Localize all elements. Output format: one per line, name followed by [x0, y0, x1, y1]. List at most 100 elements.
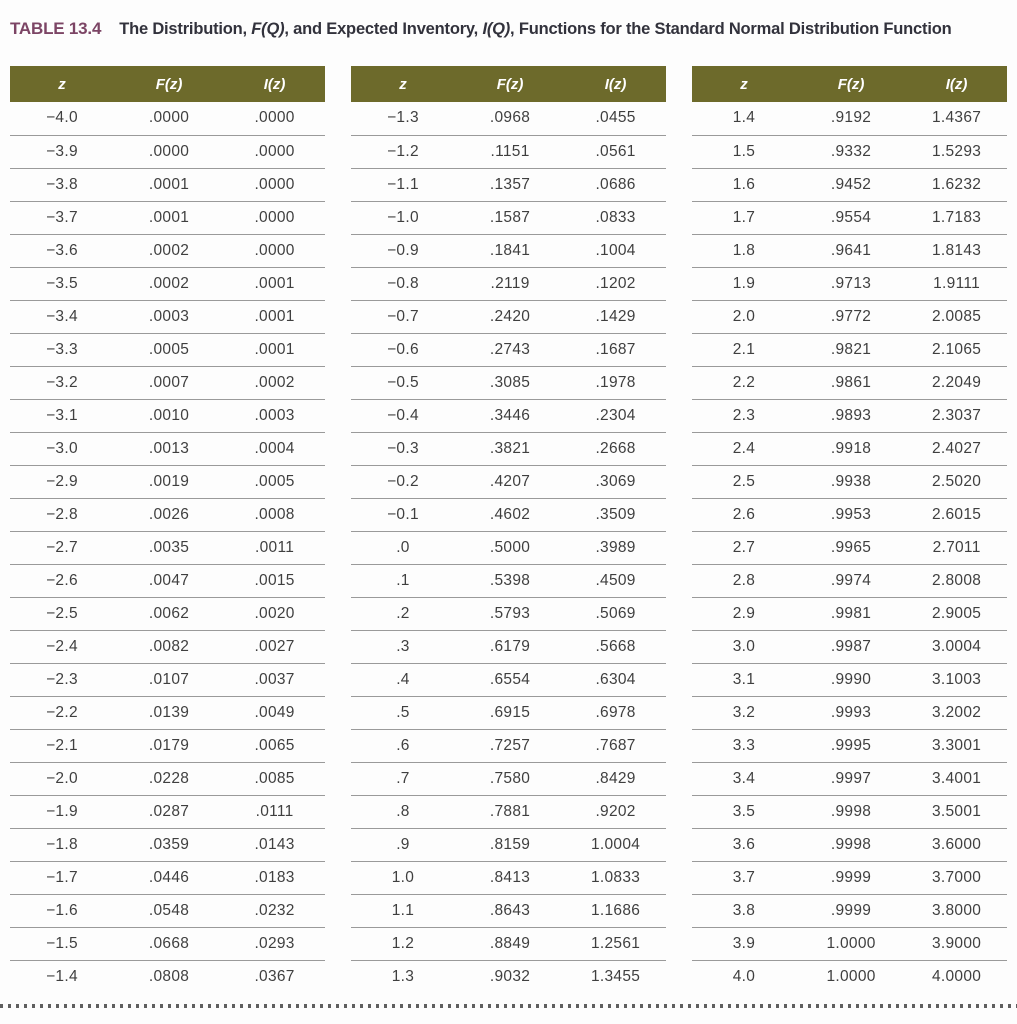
table-cell: 2.4027 — [906, 432, 1007, 466]
table-cell: .9997 — [795, 762, 907, 796]
table-cell: 2.1 — [692, 333, 796, 367]
table-cell: .9999 — [795, 894, 907, 928]
table-row: 3.5.9998 3.5001 — [692, 795, 1007, 829]
table-cell: .0107 — [113, 663, 225, 697]
table-cell: −0.4 — [351, 399, 455, 433]
table-row: .0.5000.3989 — [351, 531, 666, 565]
table-cell: −1.9 — [10, 795, 114, 829]
table-row: −2.5.0062.0020 — [10, 597, 325, 631]
table-title: TABLE 13.4 The Distribution, F(Q), and Ex… — [10, 18, 1007, 40]
table-row: 3.1.9990 3.1003 — [692, 663, 1007, 697]
table-cell: .9981 — [795, 597, 907, 631]
table-cell: .0005 — [224, 465, 325, 499]
table-cell: 1.2 — [351, 927, 455, 961]
table-cell: .0000 — [113, 102, 225, 136]
table-row: −1.2.1151.0561 — [351, 135, 666, 169]
table-row: 1.2.8849 1.2561 — [351, 927, 666, 961]
table-cell: 3.5 — [692, 795, 796, 829]
table-cell: .0062 — [113, 597, 225, 631]
table-cell: .9893 — [795, 399, 907, 433]
caption-fq: F(Q) — [251, 20, 285, 38]
table-cell: −3.9 — [10, 135, 114, 169]
table-cell: 2.4 — [692, 432, 796, 466]
table-row: 1.3 .9032 1.3455 — [351, 960, 666, 993]
table-cell: 1.0004 — [565, 828, 666, 862]
table-row: −0.2.4207.3069 — [351, 465, 666, 499]
table-cell: .0139 — [113, 696, 225, 730]
table-cell: −0.8 — [351, 267, 455, 301]
table-cell: .1357 — [454, 168, 566, 202]
table-cell: 1.9111 — [906, 267, 1007, 301]
table-row: −2.1.0179.0065 — [10, 729, 325, 763]
header-row: z F(z) I(z) — [692, 66, 1007, 102]
table-cell: 3.4001 — [906, 762, 1007, 796]
table-cell: .0082 — [113, 630, 225, 664]
table-cell: .0446 — [113, 861, 225, 895]
table-cell: .2743 — [454, 333, 566, 367]
table-cell: .7 — [351, 762, 455, 796]
table-cell: −3.0 — [10, 432, 114, 466]
table-row: −3.5.0002.0001 — [10, 267, 325, 301]
table-row: 3.6.9998 3.6000 — [692, 828, 1007, 862]
table-row: −2.2.0139.0049 — [10, 696, 325, 730]
table-cell: .7687 — [565, 729, 666, 763]
table-cell: 3.0004 — [906, 630, 1007, 664]
table-cell: .9452 — [795, 168, 907, 202]
table-row: −2.6.0047.0015 — [10, 564, 325, 598]
table-cell: 1.1 — [351, 894, 455, 928]
table-cell: −0.7 — [351, 300, 455, 334]
table-cell: .0037 — [224, 663, 325, 697]
table-row: 3.8.9999 3.8000 — [692, 894, 1007, 928]
table-cell: .4509 — [565, 564, 666, 598]
table-cell: 3.2 — [692, 696, 796, 730]
table-row: 3.7.9999 3.7000 — [692, 861, 1007, 895]
table-cell: 1.4367 — [906, 102, 1007, 136]
table-cell: .0004 — [224, 432, 325, 466]
table-cell: 1.7183 — [906, 201, 1007, 235]
table-cell: .1841 — [454, 234, 566, 268]
table-cell: .0001 — [224, 267, 325, 301]
table-row: −2.8.0026.0008 — [10, 498, 325, 532]
table-cell: 1.0000 — [826, 967, 876, 985]
table-cell: −2.4 — [10, 630, 114, 664]
table-cell: .0003 — [113, 300, 225, 334]
table-cell: .9032 — [489, 967, 531, 985]
column-header: z — [10, 66, 114, 102]
table-row: −1.4 .0808 .0367 — [10, 960, 325, 993]
table-row: .7.7580.8429 — [351, 762, 666, 796]
table-cell: .0293 — [224, 927, 325, 961]
table-cell: −3.1 — [10, 399, 114, 433]
table-cell: .9918 — [795, 432, 907, 466]
table-cell: .0367 — [254, 967, 295, 985]
table-cell: .0019 — [113, 465, 225, 499]
table-cell: .3509 — [565, 498, 666, 532]
z-table-left: z F(z) I(z) −4.0.0000.0000 −3.9.0000.0000 −3.… — [10, 66, 325, 993]
table-cell: .0085 — [224, 762, 325, 796]
table-cell: .0000 — [113, 135, 225, 169]
table-cell: −3.7 — [10, 201, 114, 235]
table-cell: −3.2 — [10, 366, 114, 400]
table-row: −2.4.0082.0027 — [10, 630, 325, 664]
table-cell: 2.5020 — [906, 465, 1007, 499]
column-header: I(z) — [906, 66, 1007, 102]
z-table-right: z F(z) I(z) 1.4.9192 1.4367 1.5.9332 1.5293 1.6… — [692, 66, 1007, 993]
table-cell: 2.8008 — [906, 564, 1007, 598]
table-cell: .0143 — [224, 828, 325, 862]
table-cell: 2.2 — [692, 366, 796, 400]
table-cell: .0000 — [224, 102, 325, 136]
table-cell: .0359 — [113, 828, 225, 862]
table-cell: .0008 — [224, 498, 325, 532]
table-cell: .9332 — [795, 135, 907, 169]
table-row: .8.7881.9202 — [351, 795, 666, 829]
table-cell: −2.8 — [10, 498, 114, 532]
column-header: F(z) — [795, 66, 907, 102]
table-row: 3.2.9993 3.2002 — [692, 696, 1007, 730]
table-cell: −0.9 — [351, 234, 455, 268]
tables-container: z F(z) I(z) −4.0.0000.0000 −3.9.0000.0000 −3.… — [10, 66, 1007, 993]
table-cell: 3.6 — [692, 828, 796, 862]
table-cell: .0002 — [113, 267, 225, 301]
table-cell: .9974 — [795, 564, 907, 598]
table-cell: .0027 — [224, 630, 325, 664]
table-cell: −0.3 — [351, 432, 455, 466]
table-cell: 4.0 — [732, 967, 756, 985]
